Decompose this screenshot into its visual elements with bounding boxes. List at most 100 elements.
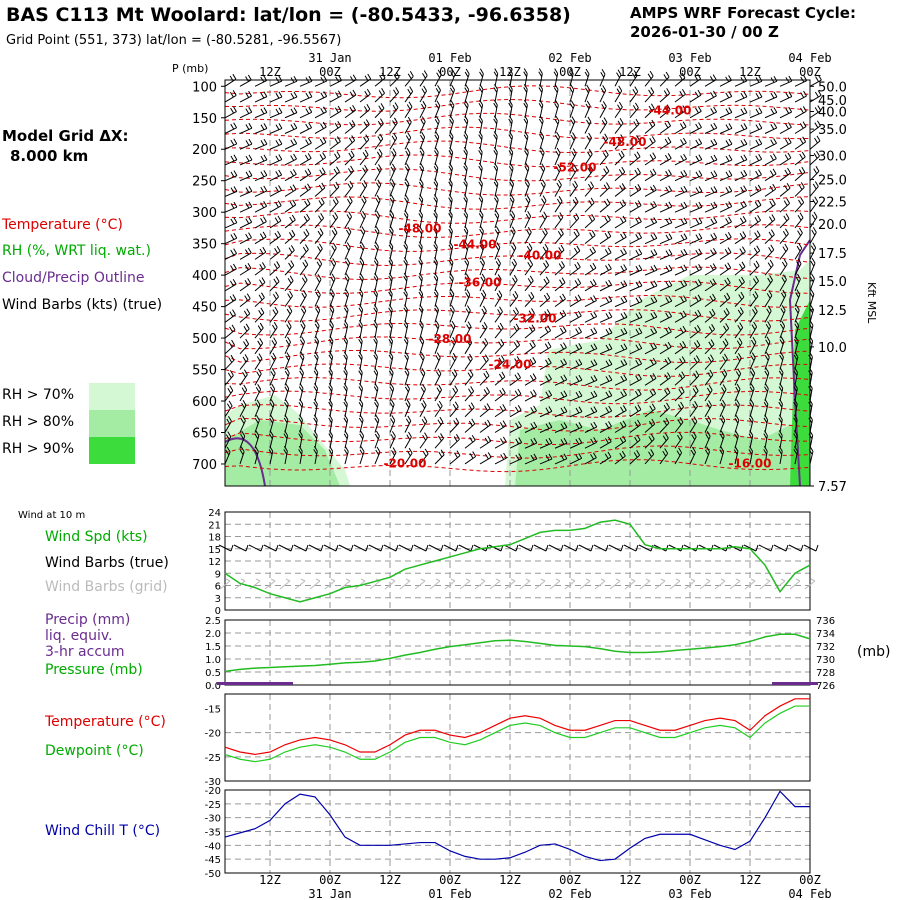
- wind-barb: [448, 146, 454, 166]
- wind-barb: [299, 75, 313, 87]
- wind-barb: [674, 217, 688, 229]
- pressure-tick-label: 300: [192, 206, 217, 221]
- wind-barb: [674, 88, 686, 103]
- wind-barb: [794, 227, 803, 244]
- wind-barb: [719, 277, 731, 292]
- true-wind-barb: [548, 544, 564, 552]
- wind-barb: [449, 304, 455, 323]
- pressure-ytick-label: 728: [816, 668, 835, 679]
- wind-barb: [299, 122, 313, 134]
- wind-barb: [569, 180, 578, 197]
- wind-barb: [554, 390, 568, 402]
- wind-barb: [734, 200, 747, 213]
- wind-barb: [749, 337, 757, 355]
- wind-barb: [509, 356, 521, 370]
- wind-barb: [659, 402, 670, 418]
- wind-barb: [373, 335, 378, 354]
- legend-rh70: RH > 70%: [2, 387, 75, 403]
- wind-barb: [599, 198, 611, 213]
- wind-barb: [554, 309, 567, 323]
- wind-barb: [418, 272, 423, 291]
- wind-barb: [374, 72, 386, 87]
- wind-barb: [719, 307, 730, 323]
- precip-bar: [232, 682, 248, 685]
- wind-barb: [239, 217, 253, 229]
- wind-barb: [269, 138, 283, 150]
- panel-ytick-label: -15: [205, 705, 221, 716]
- wind-barb: [479, 273, 486, 292]
- grid-wind-barb: [294, 578, 306, 590]
- wind-barb: [584, 262, 597, 276]
- wind-barb: [403, 335, 409, 354]
- wind-barb: [539, 195, 547, 213]
- wind-barb: [373, 304, 378, 323]
- wind-barb: [509, 226, 516, 244]
- wind-barb: [734, 138, 748, 150]
- wind-barb: [554, 358, 568, 370]
- panel-ytick-label: -20: [205, 786, 221, 797]
- wind-barb: [434, 131, 440, 150]
- wind-barb: [524, 178, 530, 197]
- true-wind-barb: [368, 544, 384, 552]
- wind-barb: [569, 358, 583, 371]
- wind-barb: [629, 86, 639, 103]
- wind-barb: [644, 103, 655, 119]
- isotherm-line: [224, 445, 811, 459]
- wind-barb: [794, 166, 806, 182]
- wind-barb: [554, 342, 567, 355]
- wind-barb: [674, 279, 688, 292]
- wind-barb: [538, 68, 543, 87]
- kft-tick-label: 17.5: [818, 247, 847, 262]
- panel-ytick-label: 2.0: [205, 629, 221, 640]
- wind-barb: [224, 385, 234, 402]
- wind-barb: [224, 232, 238, 245]
- wind-barb: [389, 87, 400, 103]
- isotherm-line: [224, 140, 811, 154]
- wind-barb: [599, 149, 609, 166]
- true-wind-barb: [773, 544, 789, 552]
- wind-barb: [434, 115, 440, 134]
- wind-barb: [479, 289, 487, 307]
- wind-barb: [553, 68, 559, 87]
- wind-barb: [374, 210, 380, 229]
- wind-barb: [524, 389, 537, 402]
- grid-wind-barb: [219, 578, 231, 590]
- wind-barb: [344, 242, 351, 260]
- wind-barb: [374, 148, 383, 166]
- wind-barb: [449, 288, 455, 307]
- wind-barb: [269, 107, 283, 119]
- precip-bar: [787, 682, 803, 685]
- wind-barb: [734, 154, 748, 166]
- wind-barb: [809, 150, 820, 166]
- wind-barb: [284, 169, 297, 182]
- wind-barb: [239, 170, 253, 182]
- wind-barb: [524, 147, 529, 166]
- wind-barb: [793, 382, 798, 402]
- wind-barb: [329, 227, 338, 244]
- wind-barb: [779, 182, 791, 197]
- wind-barb: [689, 309, 702, 323]
- wind-barb: [749, 383, 755, 402]
- panel-ytick-label: 0.0: [205, 681, 221, 692]
- wind-barb: [389, 148, 397, 166]
- wind-barb: [343, 382, 348, 402]
- wind-barb: [328, 367, 333, 386]
- isotherm-line: [224, 431, 811, 446]
- wind-barb: [764, 352, 770, 370]
- true-wind-barb: [248, 544, 264, 552]
- wind-barb: [659, 201, 673, 213]
- wind-barb: [539, 260, 550, 276]
- wind-barb: [809, 181, 819, 197]
- wind-barb: [299, 290, 307, 307]
- panel-frame: [224, 619, 811, 686]
- wind-barb: [479, 321, 488, 339]
- temperature-line: [224, 698, 810, 756]
- wind-barb: [704, 308, 716, 323]
- bottom-date-label: 03 Feb: [668, 887, 711, 900]
- wind-barb: [374, 241, 379, 260]
- wind-barb: [374, 164, 382, 181]
- isotherm-line: [224, 309, 811, 322]
- wind-barb: [344, 288, 350, 307]
- wind-barb: [719, 399, 726, 417]
- grid-wind-barb: [654, 578, 666, 590]
